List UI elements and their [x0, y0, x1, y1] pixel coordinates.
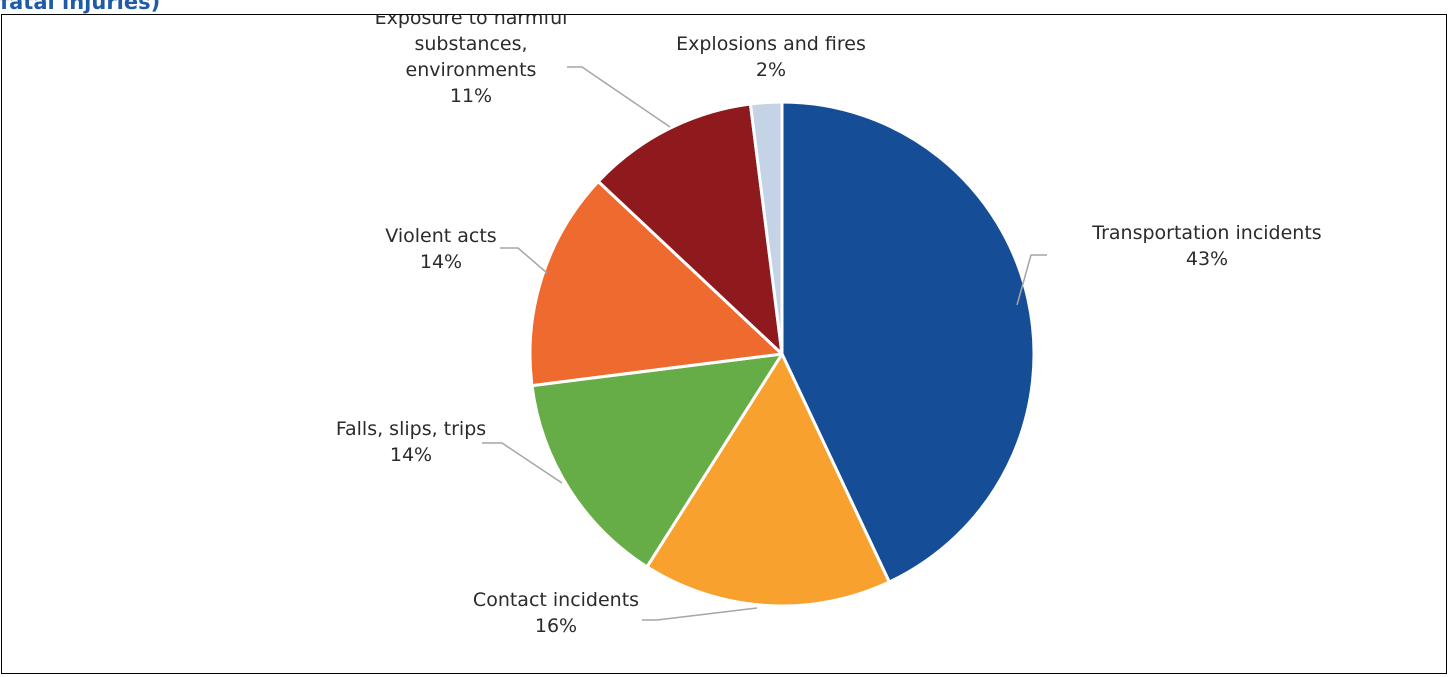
pie-slice-contact-incidents: [645, 352, 891, 608]
pie-slice-exposure-to-harmful-substances-environments: [596, 102, 784, 356]
data-label-category: Transportation incidents: [1091, 222, 1321, 244]
data-label-value: 14%: [390, 444, 432, 466]
data-label: Falls, slips, trips 14%: [336, 418, 486, 466]
data-label-value: 2%: [756, 59, 786, 81]
pie-slice-transportation-incidents: [780, 100, 1036, 584]
data-label-category: Explosions and fires: [676, 33, 866, 55]
data-label-category: Falls, slips, trips: [336, 418, 486, 440]
data-label: Transportation incidents 43%: [1091, 222, 1321, 270]
pie-chart: Transportation incidents 43% Contact incid…: [336, 15, 1322, 637]
pie-slice-falls-slips-trips: [530, 352, 784, 569]
data-label-value: 11%: [450, 85, 492, 107]
chart-frame: Transportation incidents 43% Contact incid…: [1, 14, 1447, 674]
pie-slice-explosions-and-fires: [748, 100, 784, 356]
leader-line: [482, 442, 563, 484]
leader-lines: [482, 66, 1047, 621]
data-label-value: 43%: [1186, 248, 1228, 270]
leader-line: [500, 247, 548, 274]
data-label-value: 16%: [535, 615, 577, 637]
data-label-category: environments: [406, 59, 537, 81]
data-labels: Transportation incidents 43% Contact incid…: [336, 15, 1322, 637]
data-label-category: substances,: [414, 33, 527, 55]
data-label: Explosions and fires 2%: [676, 33, 866, 81]
pie-slices: [528, 100, 1036, 608]
data-label-category: Violent acts: [385, 225, 496, 247]
data-label-category: Exposure to harmful: [375, 15, 568, 29]
data-label-value: 14%: [420, 251, 462, 273]
leader-line: [1016, 254, 1047, 306]
chart-title-fragment: fatal injuries): [0, 0, 161, 14]
data-label: Violent acts 14%: [385, 225, 496, 273]
leader-line: [642, 607, 758, 621]
pie-slice-violent-acts: [528, 179, 784, 388]
data-label: Contact incidents 16%: [473, 589, 639, 637]
data-label: Exposure to harmful substances, environmen…: [375, 15, 568, 107]
leader-line: [567, 66, 671, 128]
data-label-category: Contact incidents: [473, 589, 639, 611]
